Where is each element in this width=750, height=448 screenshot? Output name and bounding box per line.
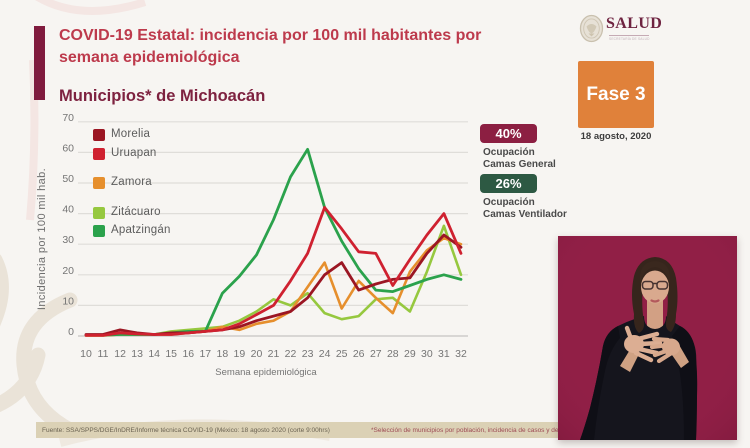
svg-text:0: 0 [68, 326, 74, 338]
svg-text:21: 21 [268, 348, 280, 360]
svg-text:40: 40 [62, 204, 74, 216]
svg-text:30: 30 [62, 234, 74, 246]
svg-text:17: 17 [199, 348, 211, 360]
svg-text:13: 13 [131, 348, 143, 360]
svg-text:14: 14 [148, 348, 160, 360]
svg-text:10: 10 [62, 295, 74, 307]
svg-text:22: 22 [285, 348, 297, 360]
svg-text:20: 20 [62, 265, 74, 277]
svg-text:60: 60 [62, 142, 74, 154]
svg-text:30: 30 [421, 348, 433, 360]
svg-text:15: 15 [165, 348, 177, 360]
svg-text:19: 19 [234, 348, 246, 360]
svg-text:50: 50 [62, 173, 74, 185]
svg-text:31: 31 [438, 348, 450, 360]
svg-text:20: 20 [251, 348, 263, 360]
svg-text:Semana epidemiológica: Semana epidemiológica [215, 367, 317, 378]
svg-text:10: 10 [80, 348, 92, 360]
svg-text:25: 25 [336, 348, 348, 360]
svg-text:12: 12 [114, 348, 126, 360]
svg-text:26: 26 [353, 348, 365, 360]
svg-text:32: 32 [455, 348, 467, 360]
svg-text:29: 29 [404, 348, 416, 360]
svg-text:70: 70 [62, 112, 74, 124]
svg-text:24: 24 [319, 348, 331, 360]
svg-text:18: 18 [217, 348, 229, 360]
svg-text:23: 23 [302, 348, 314, 360]
svg-text:11: 11 [98, 348, 109, 360]
svg-text:28: 28 [387, 348, 399, 360]
svg-text:16: 16 [182, 348, 194, 360]
svg-text:27: 27 [370, 348, 382, 360]
